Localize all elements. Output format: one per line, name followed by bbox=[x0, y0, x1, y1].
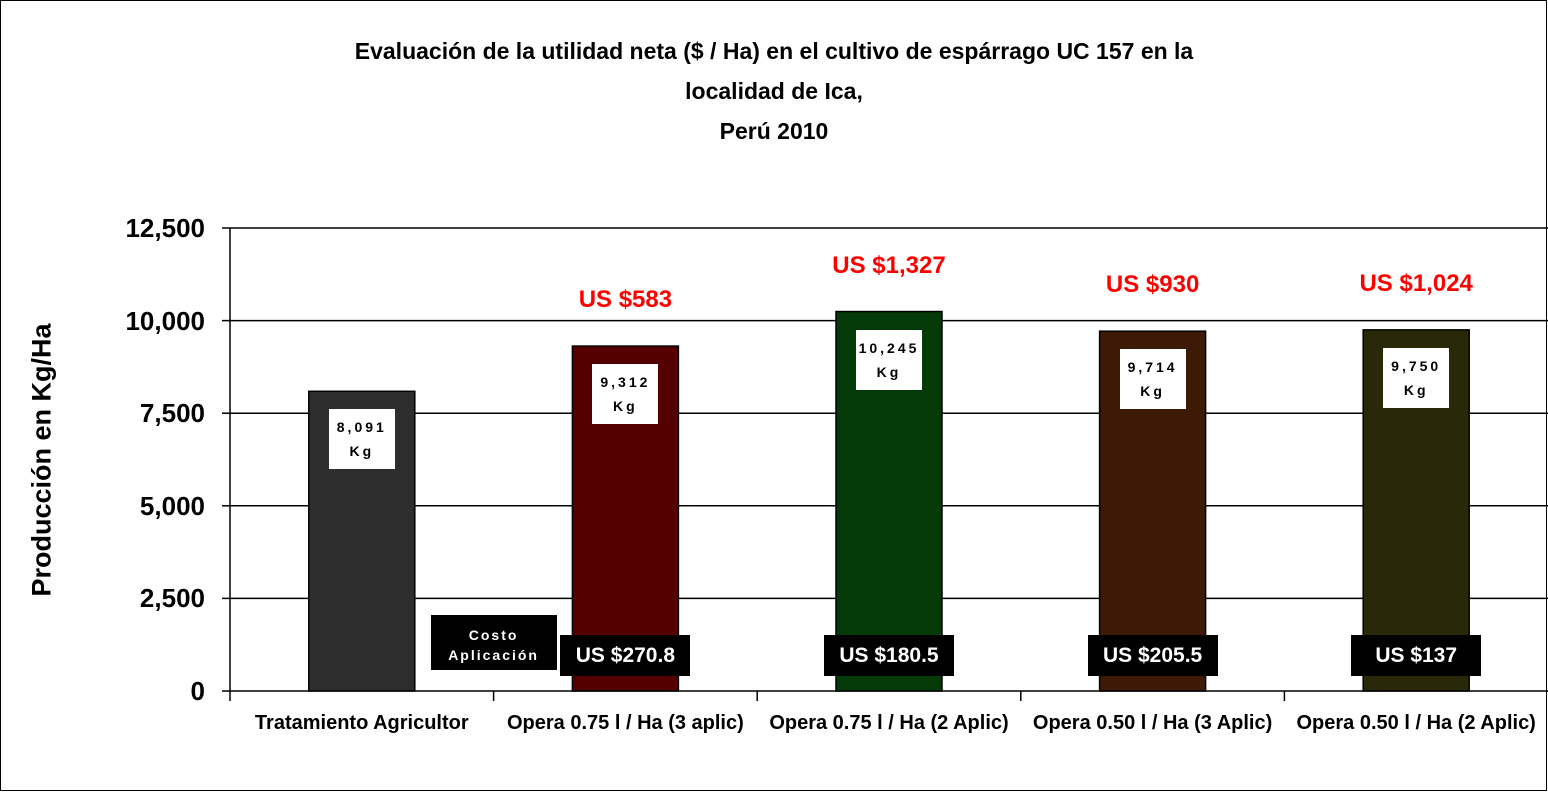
cost-label: US $180.5 bbox=[824, 635, 954, 676]
profit-label: US $583 bbox=[578, 286, 673, 314]
cost-label: US $137 bbox=[1351, 635, 1482, 676]
chart-title: Evaluación de la utilidad neta ($ / Ha) … bbox=[354, 38, 1194, 64]
x-tick-label: Opera 0.75 l / Ha (3 aplic) bbox=[507, 712, 744, 734]
profit-label: US $930 bbox=[1105, 271, 1200, 299]
value-label: 10,245 Kg bbox=[856, 329, 922, 390]
cost-label: US $205.5 bbox=[1087, 635, 1218, 676]
y-axis-label: Producción en Kg/Ha bbox=[26, 323, 57, 597]
y-tick-label: 0 bbox=[190, 676, 205, 706]
x-tick-label: Opera 0.50 l / Ha (2 Aplic) bbox=[1296, 712, 1536, 734]
x-tick-label: Opera 0.50 l / Ha (3 Aplic) bbox=[1032, 712, 1273, 734]
value-label: 9,750 Kg bbox=[1383, 347, 1450, 408]
chart-title: localidad de Ica, bbox=[685, 78, 863, 104]
cost-title: Costo Aplicación bbox=[430, 615, 557, 670]
x-tick-label: Opera 0.75 l / Ha (2 Aplic) bbox=[769, 712, 1009, 734]
y-tick-label: 5,000 bbox=[139, 490, 205, 521]
chart-title: Perú 2010 bbox=[719, 118, 829, 144]
profit-label: US $1,024 bbox=[1359, 269, 1473, 297]
y-tick-label: 7,500 bbox=[139, 398, 205, 429]
value-label: 9,312 Kg bbox=[592, 364, 659, 425]
value-label: 9,714 Kg bbox=[1119, 349, 1186, 410]
x-tick-label: Tratamiento Agricultor bbox=[254, 712, 469, 734]
y-tick-label: 2,500 bbox=[139, 583, 205, 614]
profit-label: US $1,327 bbox=[832, 251, 946, 279]
y-tick-label: 12,500 bbox=[125, 213, 205, 243]
cost-label: US $270.8 bbox=[560, 635, 691, 676]
y-tick-label: 10,000 bbox=[125, 305, 205, 336]
value-label: 8,091 Kg bbox=[328, 409, 395, 470]
